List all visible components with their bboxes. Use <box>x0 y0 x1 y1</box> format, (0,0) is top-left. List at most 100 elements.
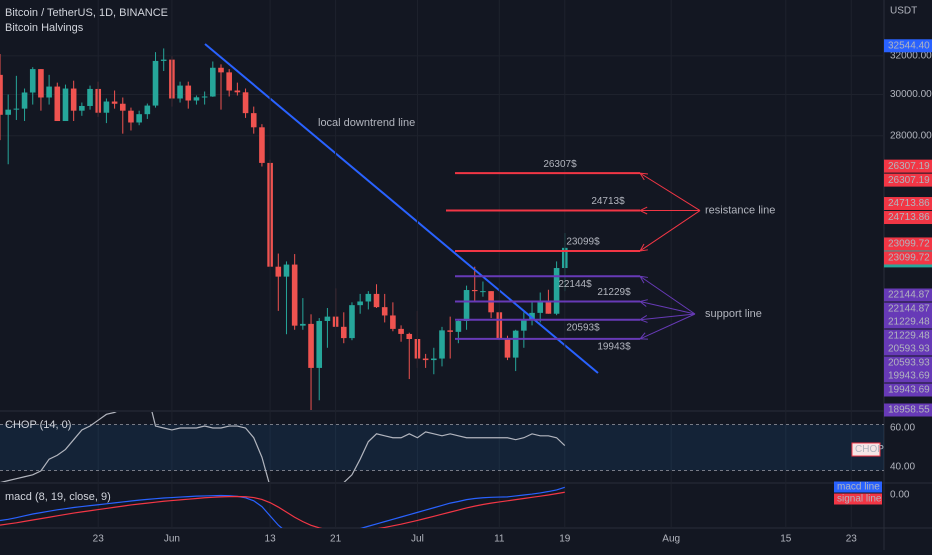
x-tick-label: 11 <box>494 534 505 545</box>
candle-body <box>292 265 298 326</box>
currency: USDT <box>890 6 917 17</box>
y-tick-label: 30000.00 <box>890 89 932 100</box>
level-label: 20593$ <box>566 322 600 333</box>
candle-body <box>14 109 20 110</box>
candle-body <box>546 302 552 313</box>
price-label: 24713.86 <box>888 198 930 209</box>
candle-body <box>46 87 52 98</box>
candle-body <box>456 321 462 332</box>
candle-body <box>87 89 93 106</box>
candle-body <box>382 307 388 315</box>
y-tick-label: 60.00 <box>890 423 915 434</box>
candle-body <box>202 96 208 97</box>
candle-body <box>153 61 159 106</box>
legend-label: macd line <box>837 482 880 493</box>
price-label: 24713.86 <box>888 212 930 223</box>
x-tick-label: 15 <box>780 534 792 545</box>
candle-body <box>22 93 28 109</box>
resistance-annotation: resistance line <box>705 204 775 216</box>
legend-label: signal line <box>837 494 882 505</box>
x-tick-label: 21 <box>330 534 342 545</box>
x-tick-label: Jul <box>411 534 424 545</box>
price-label: 26307.19 <box>888 175 930 186</box>
chop-band <box>0 424 884 470</box>
candle-body <box>235 91 241 93</box>
candle-body <box>374 294 380 307</box>
candle-body <box>71 89 77 111</box>
price-label: 19943.69 <box>888 371 930 382</box>
candle-body <box>300 324 306 326</box>
candle-body <box>226 72 232 90</box>
candle-body <box>251 113 257 127</box>
support-annotation: support line <box>705 308 762 320</box>
candle-body <box>243 92 249 113</box>
price-label: 18958.55 <box>888 405 930 416</box>
candle-body <box>0 75 3 115</box>
candle-body <box>177 86 183 99</box>
candle-body <box>128 111 134 123</box>
candle-body <box>136 114 142 122</box>
price-label: 21229.48 <box>888 331 930 342</box>
candle-body <box>480 291 486 292</box>
price-label: 22144.87 <box>888 304 930 315</box>
candle-body <box>218 68 224 73</box>
price-label: 26307.19 <box>888 161 930 172</box>
x-tick-label: 13 <box>265 534 277 545</box>
candle-body <box>54 87 60 121</box>
candle-body <box>63 89 69 121</box>
level-label: 22144$ <box>558 279 592 290</box>
price-label: 20593.93 <box>888 344 930 355</box>
price-label: 32544.40 <box>888 40 930 51</box>
badge: CHOP <box>855 444 884 455</box>
y-tick-label: 28000.00 <box>890 130 932 141</box>
price-label: 23099.72 <box>888 239 930 250</box>
candle-body <box>341 327 347 338</box>
candle-body <box>505 338 511 357</box>
x-tick-label: Jun <box>164 534 180 545</box>
price-label: 22144.87 <box>888 290 930 301</box>
level-label: 26307$ <box>543 159 577 170</box>
level-label: 24713$ <box>591 196 625 207</box>
candle-body <box>398 329 404 334</box>
candle-body <box>431 359 437 361</box>
candle-body <box>275 267 281 277</box>
candle-body <box>513 331 519 358</box>
candle-body <box>30 69 36 92</box>
candle-body <box>423 359 429 361</box>
symbol-title: Bitcoin / TetherUS, 1D, BINANCE <box>5 7 168 19</box>
candle-body <box>308 324 314 368</box>
y-tick-label: 40.00 <box>890 462 915 473</box>
candle-body <box>38 69 44 97</box>
candle-body <box>120 104 126 111</box>
x-tick-label: Aug <box>662 534 680 545</box>
candle-body <box>325 317 331 321</box>
price-label: 19943.69 <box>888 385 930 396</box>
candle-body <box>210 68 216 97</box>
candle-body <box>521 320 527 331</box>
candle-body <box>537 302 543 313</box>
candle-body <box>185 86 191 101</box>
chop-title: CHOP (14, 0) <box>5 419 71 431</box>
candle-body <box>194 97 200 100</box>
candle-body <box>104 102 110 113</box>
trend-annotation: local downtrend line <box>318 117 415 129</box>
x-tick-label: 23 <box>93 534 105 545</box>
candle-body <box>357 301 363 305</box>
overlay-title: Bitcoin Halvings <box>5 22 84 34</box>
candle-body <box>447 330 453 331</box>
y-tick-label: 0.00 <box>890 490 910 501</box>
x-tick-label: 23 <box>846 534 858 545</box>
level-label: 21229$ <box>597 287 631 298</box>
candle-body <box>316 321 322 368</box>
candle-body <box>349 305 355 338</box>
candle-body <box>390 315 396 328</box>
candle-body <box>439 330 445 358</box>
candle-body <box>112 102 118 104</box>
macd-title: macd (8, 19, close, 9) <box>5 491 111 503</box>
candle-body <box>284 265 290 277</box>
candle-body <box>79 106 85 111</box>
candle-body <box>366 294 372 302</box>
candle-body <box>5 110 11 115</box>
price-label: 23099.72 <box>888 253 930 264</box>
